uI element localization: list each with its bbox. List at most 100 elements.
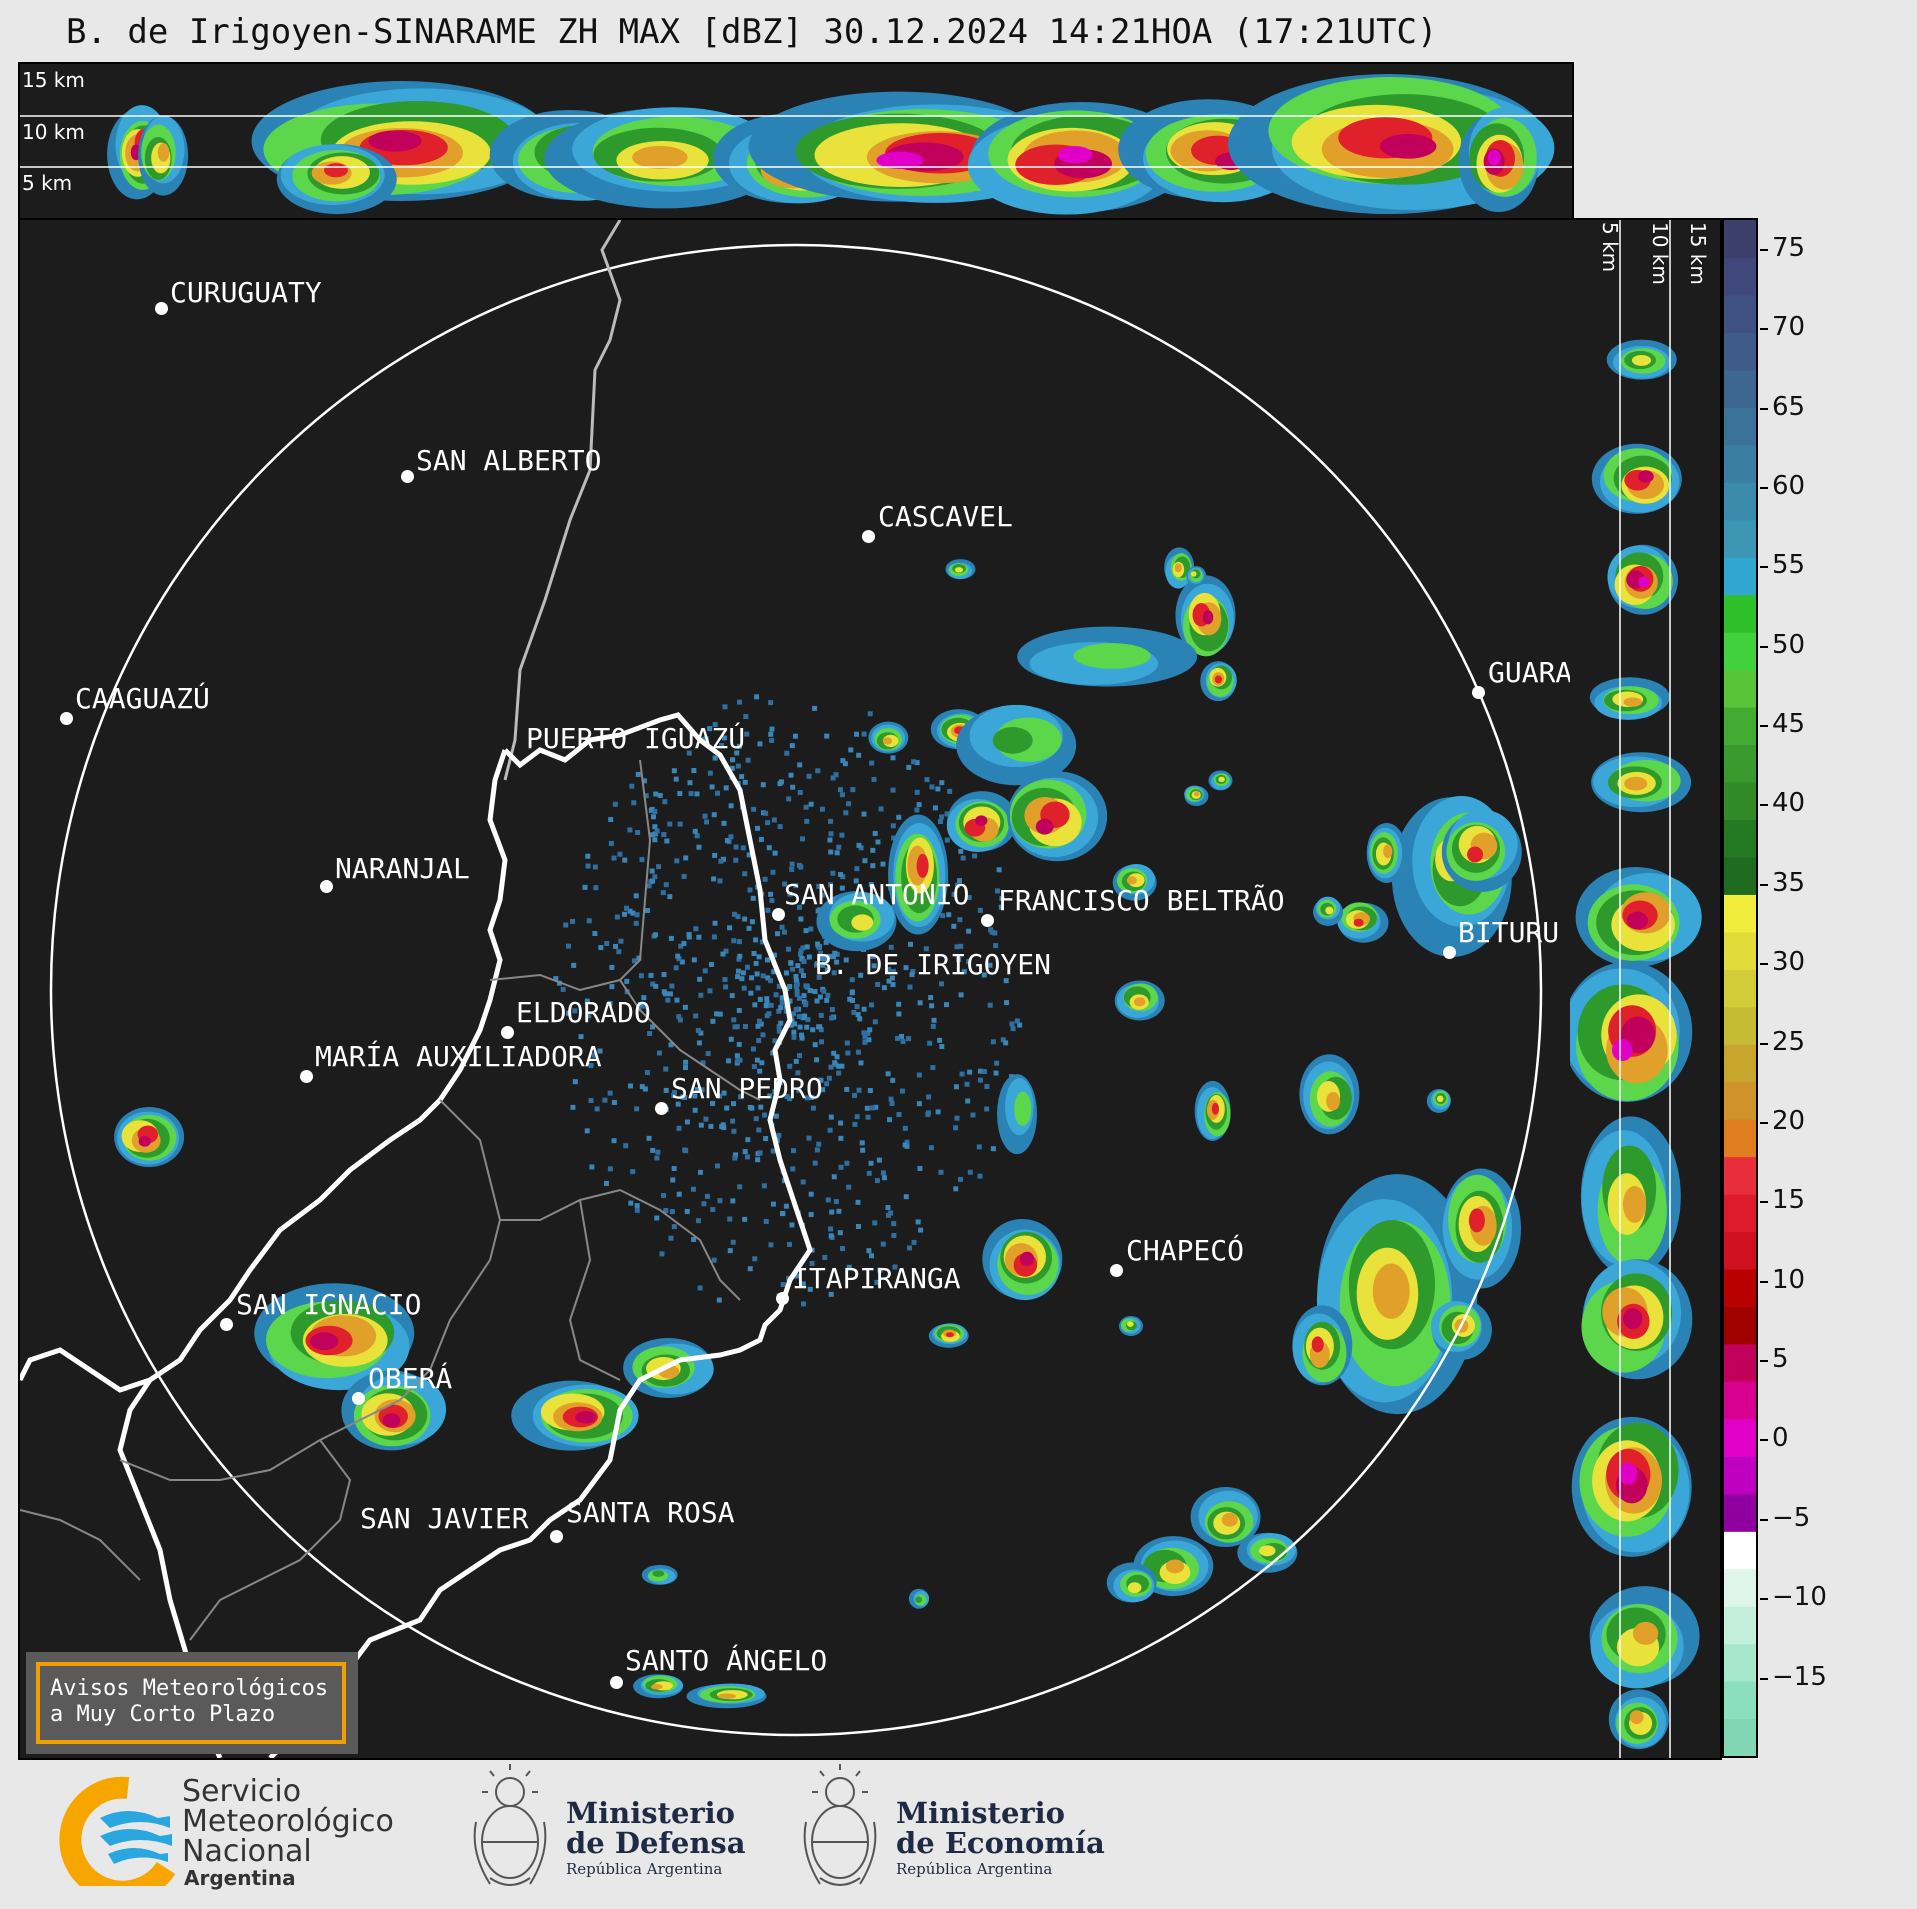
clutter-pixel [889, 975, 895, 981]
echo-cell [1436, 1095, 1444, 1103]
clutter-pixel [808, 926, 814, 932]
clutter-pixel [698, 1122, 704, 1128]
clutter-pixel [745, 964, 751, 970]
alert-box[interactable] [26, 1652, 358, 1754]
clutter-pixel [867, 711, 873, 717]
clutter-pixel [735, 914, 741, 920]
clutter-pixel [917, 1000, 923, 1006]
clutter-pixel [944, 837, 950, 843]
clutter-pixel [592, 930, 598, 936]
clutter-pixel [824, 1081, 830, 1087]
colorbar-tick [1760, 1598, 1768, 1601]
clutter-pixel [784, 750, 790, 756]
city-label-francisco-beltrao: FRANCISCO BELTRÃO [998, 884, 1285, 917]
clutter-pixel [697, 1285, 703, 1291]
clutter-pixel [765, 820, 771, 826]
echo-cell [1057, 146, 1093, 164]
city-dot-naranjal [320, 880, 333, 893]
clutter-pixel [958, 992, 964, 998]
clutter-pixel [798, 864, 804, 870]
clutter-pixel [977, 907, 983, 913]
clutter-pixel [844, 1040, 850, 1046]
clutter-pixel [866, 1170, 872, 1176]
city-dot-curuguaty [155, 302, 168, 315]
clutter-pixel [825, 992, 831, 998]
echo-cell [1193, 791, 1200, 797]
clutter-pixel [789, 866, 795, 872]
clutter-pixel [795, 963, 801, 969]
colorbar-tick-label: 55 [1772, 550, 1806, 581]
clutter-pixel [570, 1104, 576, 1110]
clutter-pixel [784, 970, 790, 976]
city-dot-obera [352, 1392, 365, 1405]
clutter-pixel [710, 1100, 716, 1106]
clutter-pixel [853, 731, 859, 737]
echo-cell [882, 737, 893, 745]
clutter-pixel [722, 977, 728, 983]
colorbar-band [1724, 1456, 1756, 1495]
echo-cell [1325, 906, 1334, 915]
clutter-pixel [821, 988, 827, 994]
clutter-pixel [631, 958, 637, 964]
clutter-pixel [838, 872, 844, 878]
clutter-pixel [988, 927, 994, 933]
clutter-pixel [742, 871, 748, 877]
city-dot-bituru [1443, 946, 1456, 959]
clutter-pixel [770, 1201, 776, 1207]
clutter-pixel [861, 731, 867, 737]
clutter-pixel [759, 1060, 765, 1066]
clutter-pixel [756, 1018, 762, 1024]
clutter-pixel [789, 743, 795, 749]
clutter-pixel [752, 1256, 758, 1262]
clutter-pixel [800, 1281, 806, 1287]
clutter-pixel [836, 1063, 842, 1069]
clutter-pixel [655, 1149, 661, 1155]
clutter-pixel [734, 750, 740, 756]
colorbar-tick [1760, 248, 1768, 251]
echo-cell [1631, 354, 1652, 366]
clutter-pixel [735, 763, 741, 769]
clutter-pixel [663, 882, 669, 888]
side-profile-echoes [1570, 220, 1702, 1758]
clutter-pixel [828, 1233, 834, 1239]
clutter-pixel [742, 779, 748, 785]
clutter-pixel [692, 828, 698, 834]
clutter-pixel [745, 757, 751, 763]
clutter-pixel [842, 761, 848, 767]
clutter-pixel [917, 1165, 923, 1171]
clutter-pixel [888, 1096, 894, 1102]
clutter-pixel [797, 1053, 803, 1059]
clutter-pixel [791, 1034, 797, 1040]
clutter-pixel [929, 784, 935, 790]
clutter-pixel [890, 823, 896, 829]
clutter-pixel [929, 1003, 935, 1009]
colorbar-tick [1760, 804, 1768, 807]
colorbar-band [1724, 519, 1756, 558]
clutter-pixel [834, 850, 840, 856]
clutter-pixel [714, 1011, 720, 1017]
colorbar-tick [1760, 328, 1768, 331]
clutter-pixel [900, 1038, 906, 1044]
clutter-pixel [833, 1199, 839, 1205]
clutter-pixel [816, 974, 822, 980]
colorbar-band [1724, 1081, 1756, 1120]
colorbar-tick-label: −15 [1772, 1661, 1827, 1692]
colorbar-tick [1760, 1280, 1768, 1283]
clutter-pixel [764, 1013, 770, 1019]
clutter-pixel [871, 963, 877, 969]
clutter-pixel [992, 930, 998, 936]
clutter-pixel [778, 1005, 784, 1011]
clutter-pixel [752, 1002, 758, 1008]
clutter-pixel [798, 916, 804, 922]
clutter-pixel [800, 973, 806, 979]
clutter-pixel [570, 918, 576, 924]
clutter-pixel [810, 1027, 816, 1033]
clutter-pixel [723, 984, 729, 990]
clutter-pixel [789, 861, 795, 867]
clutter-pixel [843, 957, 849, 963]
clutter-pixel [961, 969, 967, 975]
clutter-pixel [970, 1112, 976, 1118]
clutter-pixel [904, 1139, 910, 1145]
clutter-pixel [844, 1086, 850, 1092]
clutter-pixel [877, 1267, 883, 1273]
